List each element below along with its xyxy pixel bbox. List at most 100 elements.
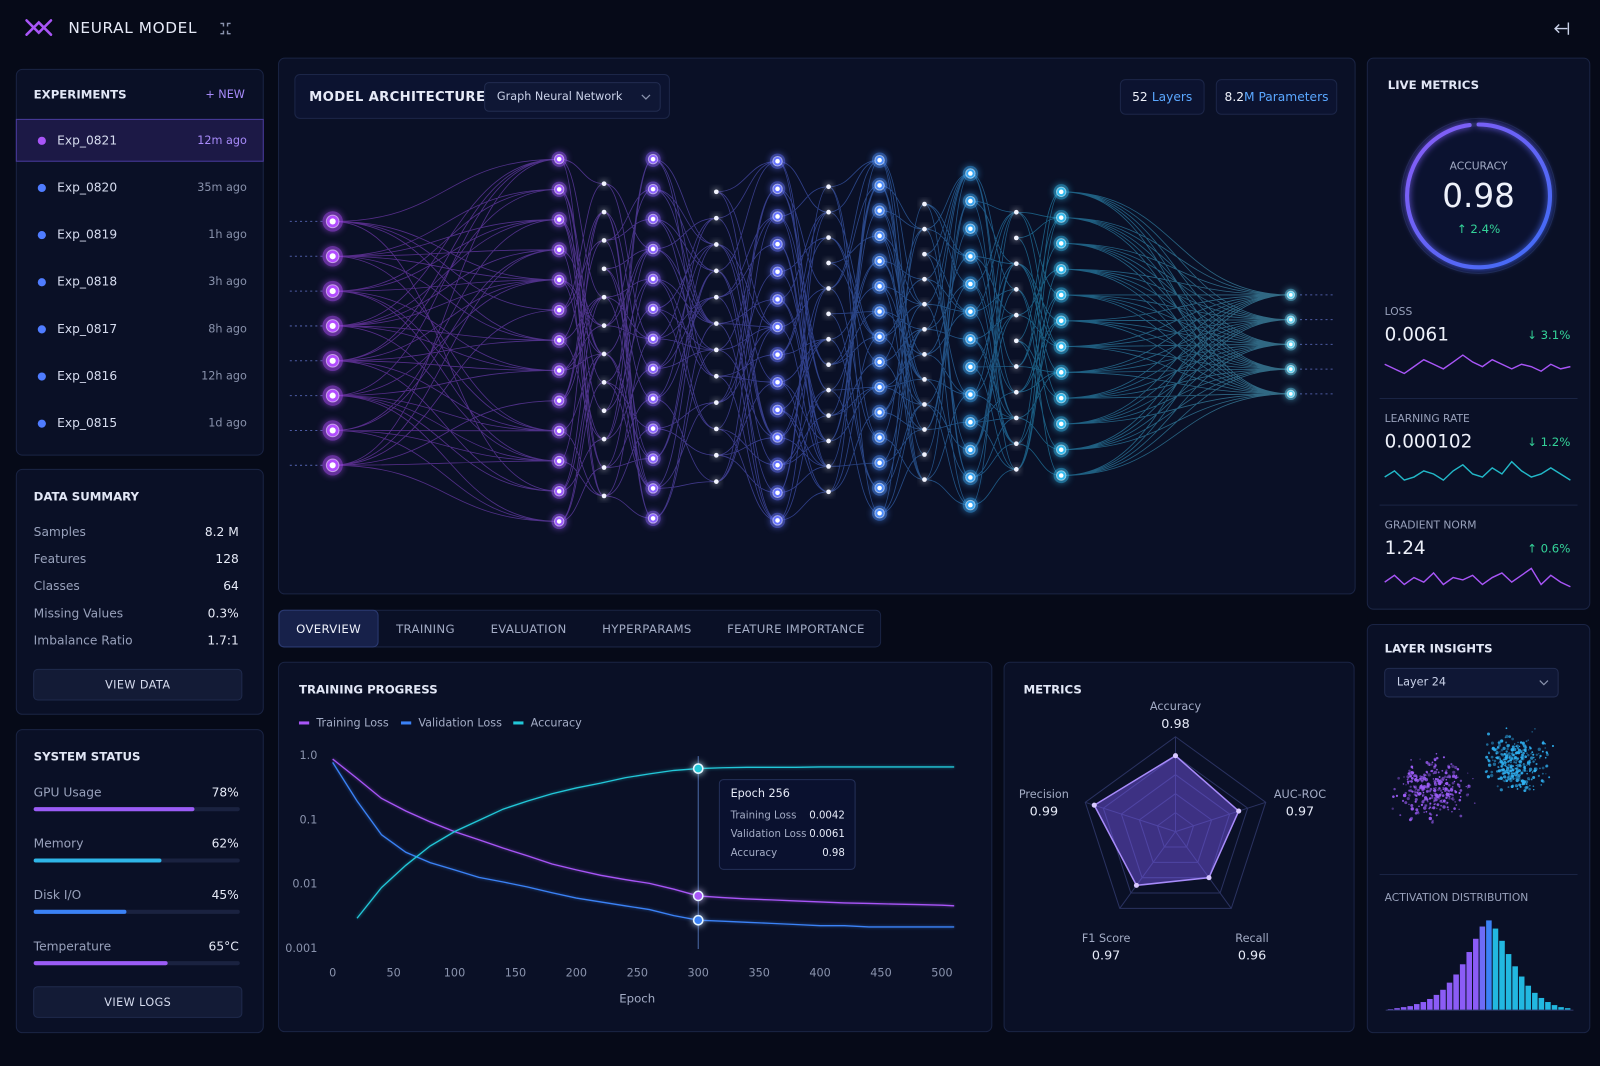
badge-text: 8.2M Parameters	[1225, 89, 1329, 103]
tooltip-value: 0.0042	[809, 810, 845, 821]
node-small	[922, 477, 927, 482]
node-core	[775, 324, 780, 330]
legend-swatch	[513, 721, 524, 725]
node-core	[1058, 395, 1064, 401]
experiment-row[interactable]: Exp_0821 12m ago	[15, 118, 264, 162]
node-core	[556, 428, 562, 434]
cloud-dot	[1430, 770, 1433, 773]
experiment-row[interactable]: Exp_0815 1d ago	[37, 416, 247, 430]
node-core	[968, 392, 973, 397]
series-line	[332, 758, 955, 907]
cloud-dot	[1428, 764, 1431, 767]
cloud-dot	[1504, 753, 1509, 757]
cloud-dot	[1513, 761, 1516, 764]
cloud-dot	[1432, 789, 1435, 792]
cloud-dot	[1447, 789, 1451, 793]
status-label: Temperature	[33, 939, 112, 953]
status-label: GPU Usage	[34, 785, 102, 799]
cloud-dot	[1443, 799, 1446, 803]
cloud-dot	[1497, 746, 1500, 750]
exit-icon[interactable]	[1554, 22, 1570, 35]
cloud-dot	[1414, 797, 1418, 802]
node-core	[775, 297, 780, 302]
new-button[interactable]: + NEW	[205, 88, 245, 101]
label: EXPERIMENTS	[34, 87, 127, 101]
cloud-dot	[1423, 786, 1426, 789]
experiment-row[interactable]: Exp_0817 8h ago	[37, 322, 247, 336]
cloud-dot	[1409, 771, 1412, 774]
cloud-dot	[1495, 752, 1498, 755]
tooltip-title: Epoch 256	[731, 787, 790, 800]
cloud-dot	[1516, 758, 1519, 760]
cloud-dot	[1515, 764, 1517, 767]
x-tick-label: 350	[748, 966, 769, 979]
experiment-row[interactable]: Exp_0816 12h ago	[37, 369, 247, 383]
button[interactable]: VIEW DATA	[33, 668, 243, 701]
cloud-dot	[1498, 778, 1501, 780]
cloud-dot	[1445, 778, 1448, 781]
experiment-row[interactable]: Exp_0820 35m ago	[37, 180, 247, 194]
node-small	[601, 209, 607, 215]
cloud-dot	[1445, 796, 1447, 798]
cloud-dot	[1541, 772, 1544, 775]
expand-icon[interactable]	[220, 22, 231, 35]
node-small	[1013, 338, 1019, 344]
node-core	[877, 309, 882, 314]
experiment-time: 12h ago	[201, 370, 247, 383]
cloud-dot	[1498, 740, 1500, 742]
cloud-dot	[1450, 793, 1453, 796]
cloud-dot	[1445, 781, 1449, 786]
status-dot	[37, 372, 46, 381]
node-core	[877, 384, 882, 390]
node-small	[713, 426, 719, 432]
node-core	[650, 156, 656, 162]
node-small	[601, 465, 607, 470]
cloud-dot	[1499, 742, 1502, 744]
cloud-dot	[1458, 786, 1461, 788]
node-core	[968, 198, 973, 204]
button-bg	[33, 986, 243, 1018]
button[interactable]: VIEW LOGS	[33, 986, 243, 1018]
node-small	[826, 286, 831, 291]
legend-swatch	[298, 721, 310, 725]
tab[interactable]: TRAINING	[395, 622, 455, 636]
cloud-dot	[1518, 783, 1522, 787]
cloud-dot	[1408, 769, 1411, 772]
cloud-dot	[1518, 745, 1521, 747]
node-small	[922, 201, 927, 207]
node-core	[1288, 367, 1293, 371]
button-label: VIEW LOGS	[104, 996, 171, 1009]
histogram-bar	[1479, 926, 1486, 1011]
tab[interactable]: OVERVIEW	[278, 609, 379, 648]
cloud-dot	[1516, 788, 1519, 790]
cloud-dot	[1513, 743, 1516, 745]
experiment-row[interactable]: Exp_0818 3h ago	[37, 275, 247, 289]
cloud-dot	[1452, 774, 1456, 778]
cloud-dot	[1447, 774, 1451, 778]
cloud-dot	[1450, 797, 1453, 800]
node-core	[775, 214, 780, 219]
tab-label: OVERVIEW	[296, 622, 361, 636]
data-summary-panel	[15, 468, 264, 715]
cloud-dot	[1545, 764, 1549, 768]
tab[interactable]: EVALUATION	[491, 622, 567, 636]
cloud-dot	[1443, 784, 1446, 787]
node-core	[650, 276, 656, 282]
hover-point	[692, 914, 704, 926]
tab[interactable]: HYPERPARAMS	[602, 622, 692, 636]
cloud-dot	[1519, 764, 1522, 768]
node-core	[968, 171, 973, 176]
dropdown[interactable]: Graph Neural Network	[484, 82, 661, 112]
cloud-dot	[1425, 760, 1429, 764]
cloud-dot	[1472, 777, 1474, 780]
cloud-dot	[1410, 807, 1414, 811]
experiment-time: 1d ago	[208, 417, 247, 430]
experiment-row[interactable]: Exp_0819 1h ago	[37, 228, 247, 242]
node-core	[556, 398, 562, 403]
node-core	[775, 158, 780, 164]
x-tick-label: 150	[505, 966, 526, 979]
histogram-bar	[1538, 997, 1545, 1011]
dropdown[interactable]: Layer 24	[1384, 667, 1559, 698]
node-small	[922, 377, 927, 382]
tab[interactable]: FEATURE IMPORTANCE	[727, 622, 865, 636]
